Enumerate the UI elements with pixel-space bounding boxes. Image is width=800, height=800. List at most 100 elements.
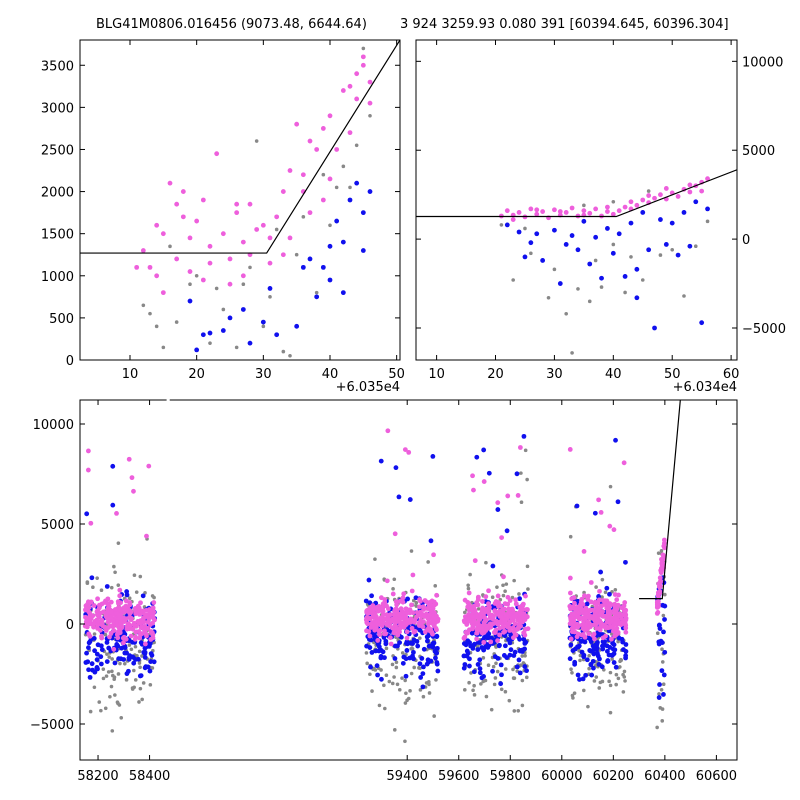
data-point-blue (582, 639, 588, 645)
data-point-gray (109, 585, 114, 590)
data-point-magenta (90, 621, 96, 626)
axes-2: 58200 58400 59400 59600 59800 60000 60200 60400… (30, 398, 737, 784)
data-point-blue (95, 642, 101, 648)
data-point-magenta (596, 497, 602, 503)
plot-area-0 (80, 40, 400, 358)
x-tick-label: 60200 (593, 769, 634, 784)
data-point-magenta (417, 604, 422, 610)
data-point-gray (511, 667, 515, 672)
data-point-magenta (593, 206, 599, 212)
data-point-gray (629, 255, 633, 259)
axis-break (166, 398, 170, 403)
data-point-magenta (102, 600, 108, 605)
data-point-magenta (118, 619, 124, 625)
data-point-magenta (121, 634, 127, 640)
data-point-magenta (142, 627, 147, 633)
data-point-magenta (280, 252, 286, 258)
data-point-blue (577, 677, 582, 682)
data-point-blue (521, 433, 527, 439)
data-point-blue (597, 656, 602, 662)
data-point-blue (598, 569, 604, 575)
data-point-magenta (463, 629, 469, 635)
data-point-magenta (99, 633, 104, 639)
data-point-magenta (247, 201, 253, 207)
data-point-gray (140, 697, 144, 702)
data-point-blue (307, 256, 313, 262)
data-point-blue (420, 684, 426, 690)
data-point-magenta (434, 592, 440, 598)
data-point-gray (483, 678, 488, 683)
data-point-magenta (593, 622, 599, 628)
data-point-gray (494, 661, 498, 666)
x-tick-label: 20 (487, 367, 504, 382)
data-point-blue (124, 592, 130, 598)
data-point-magenta (117, 587, 123, 593)
data-point-blue (517, 596, 522, 602)
data-point-magenta (287, 168, 293, 173)
data-point-gray (622, 669, 627, 674)
data-point-gray (140, 654, 144, 658)
data-point-gray (261, 324, 266, 329)
data-point-gray (174, 320, 179, 324)
data-point-blue (90, 667, 95, 673)
data-point-magenta (420, 604, 426, 610)
data-point-magenta (108, 599, 114, 605)
data-point-magenta (393, 616, 399, 622)
data-point-magenta (227, 256, 233, 262)
data-point-blue (705, 206, 710, 212)
data-point-magenta (623, 625, 629, 631)
data-point-gray (404, 691, 408, 696)
data-point-blue (463, 642, 469, 648)
data-point-gray (254, 139, 259, 143)
data-point-blue (578, 639, 584, 644)
data-point-blue (410, 653, 415, 659)
data-point-blue (475, 662, 481, 667)
data-point-blue (514, 664, 520, 670)
data-point-gray (321, 172, 326, 177)
data-point-gray (521, 661, 526, 665)
data-point-magenta (472, 558, 478, 564)
data-point-magenta (573, 607, 579, 613)
data-point-magenta (220, 231, 226, 237)
data-point-gray (99, 708, 103, 713)
data-point-magenta (148, 629, 154, 634)
data-point-magenta (375, 638, 381, 643)
data-point-gray (499, 223, 504, 227)
data-point-gray (587, 299, 592, 304)
data-point-blue (194, 347, 200, 353)
data-point-blue (383, 638, 389, 644)
y-tick-label: 2000 (41, 186, 74, 201)
data-point-magenta (83, 606, 89, 611)
data-point-blue (419, 656, 425, 661)
data-point-blue (366, 577, 372, 583)
data-point-blue (415, 643, 421, 649)
data-point-magenta (502, 601, 508, 607)
data-point-gray (124, 678, 129, 682)
data-point-gray (524, 675, 529, 680)
data-point-gray (103, 632, 108, 637)
data-point-blue (687, 243, 693, 249)
data-point-gray (118, 661, 122, 666)
data-point-gray (517, 592, 521, 596)
data-point-blue (148, 659, 154, 664)
data-point-gray (466, 583, 470, 588)
model-line (639, 400, 681, 600)
data-point-magenta (404, 617, 410, 623)
data-point-blue (104, 584, 110, 589)
data-point-magenta (659, 569, 664, 575)
data-point-blue (620, 647, 626, 653)
data-point-magenta (122, 619, 127, 624)
data-point-gray (370, 689, 374, 693)
data-point-gray (519, 500, 524, 505)
data-point-gray (314, 290, 319, 295)
data-point-gray (403, 739, 407, 744)
data-point-magenta (141, 616, 146, 622)
data-point-blue (590, 658, 596, 664)
data-point-magenta (475, 597, 481, 602)
y-tick-label: 0 (66, 354, 74, 369)
data-point-magenta (503, 612, 509, 618)
chart-title-right: 3 924 3259.93 0.080 391 [60394.645, 6039… (400, 17, 729, 32)
data-point-gray (390, 662, 395, 667)
data-point-blue (611, 642, 617, 648)
data-point-magenta (602, 599, 607, 605)
